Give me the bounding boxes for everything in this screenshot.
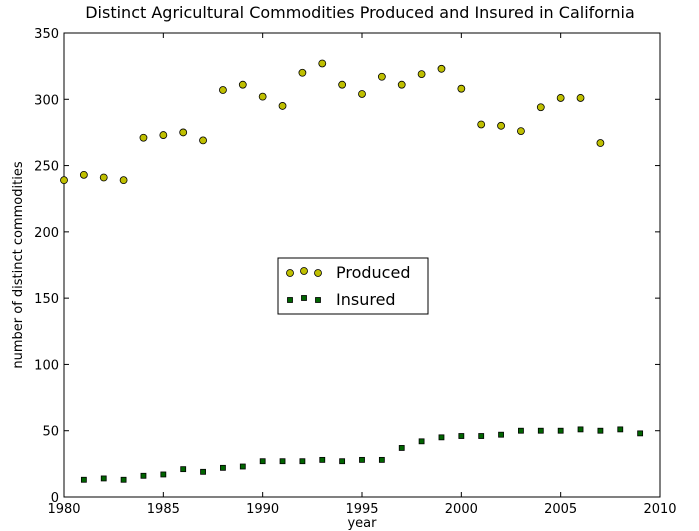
data-point [319,456,326,463]
y-tick-label: 350 [34,27,59,42]
data-point [160,471,167,478]
data-point [537,427,544,434]
data-point [299,458,306,465]
legend-marker [287,297,293,303]
data-point [100,475,107,482]
data-point [279,458,286,465]
data-point [99,173,108,182]
data-point [597,427,604,434]
legend-marker [300,267,308,275]
data-point [398,445,405,451]
data-point [139,133,148,142]
data-point [536,103,545,112]
data-point [180,466,187,473]
data-point [219,86,227,94]
x-tick-label: 1985 [147,502,180,517]
x-axis-label: year [347,516,377,531]
data-point [457,84,466,93]
data-point [199,136,207,145]
y-tick-label: 200 [34,226,59,241]
data-point [418,438,425,445]
data-point [259,458,266,465]
data-point [596,139,605,147]
data-point [617,426,624,433]
data-point [497,121,505,130]
data-point [438,434,445,441]
y-tick-label: 0 [51,491,59,506]
legend-label: Produced [336,263,410,282]
data-point [80,476,87,483]
data-point [377,72,386,81]
data-point [278,102,287,110]
data-point [140,472,147,479]
data-point [119,176,128,185]
data-point [339,458,346,465]
data-point [258,92,267,101]
data-point [239,463,246,470]
y-tick-label: 100 [34,358,59,373]
legend-marker [315,297,321,303]
data-point [518,427,524,434]
y-tick-label: 150 [34,292,59,307]
legend-marker [286,269,294,277]
chart-title: Distinct Agricultural Commodities Produc… [85,3,635,22]
data-point [338,80,347,89]
data-point [318,59,327,68]
legend-marker [314,269,322,277]
data-point [378,456,385,463]
data-point [517,127,525,136]
data-point [458,433,465,439]
data-point [417,70,426,78]
data-point [477,120,486,129]
y-tick-label: 300 [34,93,59,108]
data-point [397,80,406,89]
data-point [556,94,565,102]
y-tick-label: 50 [42,425,59,440]
data-point [359,456,365,463]
data-point [120,476,127,483]
x-tick-label: 2000 [445,502,478,517]
data-point [437,64,446,73]
data-point [200,468,206,475]
data-point [298,68,307,77]
data-point [576,94,585,102]
data-point [498,431,504,438]
data-point [238,80,247,89]
data-point [159,131,168,139]
y-axis-label: number of distinct commodities [11,161,26,368]
legend-label: Insured [336,290,396,309]
x-tick-label: 2005 [544,502,577,517]
data-point [179,128,188,137]
x-tick-label: 2010 [643,502,676,517]
data-point [577,426,584,433]
x-tick-label: 1995 [345,502,378,517]
data-point [637,430,644,437]
data-point [557,427,564,434]
y-tick-label: 250 [34,160,59,175]
data-point [60,176,68,185]
x-tick-label: 1980 [47,502,80,517]
data-point [358,90,366,98]
data-point [220,464,226,471]
legend-marker [301,295,307,301]
x-tick-label: 1990 [246,502,279,517]
data-point [478,433,485,439]
data-point [79,170,88,179]
